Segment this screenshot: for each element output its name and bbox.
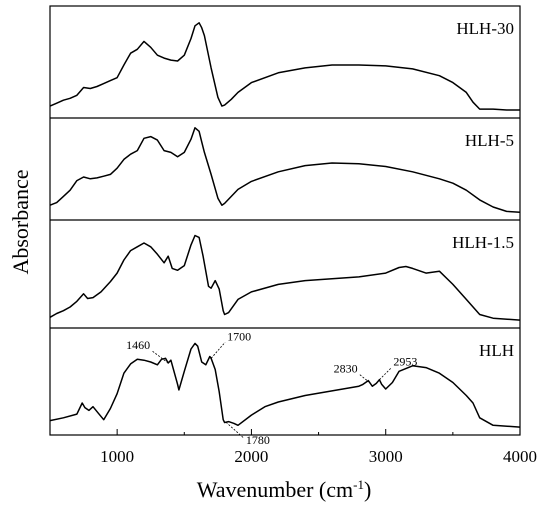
x-tick-label-4000: 4000	[503, 447, 537, 466]
series-line-HLH-1.5	[49, 234, 521, 321]
annotation-label-1780: 1780	[246, 433, 270, 447]
chart-panels: HLH-30 HLH-5 HLH-1.5 HLH	[49, 19, 521, 428]
annotation-leader-1700	[210, 342, 226, 359]
series-line-HLH-5	[49, 127, 521, 213]
x-tick-label-3000: 3000	[369, 447, 403, 466]
annotation-label-2953: 2953	[393, 355, 417, 369]
series-label-HLH: HLH	[479, 341, 514, 360]
x-axis-label: Wavenumber (cm-1)	[197, 477, 372, 502]
x-axis-label-main: Wavenumber (cm	[197, 477, 353, 502]
series-label-HLH-5: HLH-5	[465, 131, 514, 150]
annotation-label-1700: 1700	[227, 329, 251, 343]
annotation-label-2830: 2830	[334, 362, 358, 376]
annotation-leader-2830	[359, 374, 370, 383]
y-axis-label: Absorbance	[8, 169, 33, 274]
series-line-HLH-30	[49, 22, 520, 111]
chart-axes	[49, 5, 521, 436]
x-tick-label-2000: 2000	[234, 447, 268, 466]
series-label-HLH-1.5: HLH-1.5	[452, 233, 514, 252]
x-tick-label-1000: 1000	[100, 447, 134, 466]
annotation-leader-1780	[225, 421, 245, 439]
series-label-HLH-30: HLH-30	[456, 19, 514, 38]
annotation-leader-2953	[379, 367, 392, 380]
series-line-HLH	[49, 342, 521, 428]
x-axis-label-sup: -1	[353, 477, 364, 492]
x-axis-label-close: )	[364, 477, 371, 502]
x-ticks: 1000 2000 3000 4000	[100, 429, 537, 466]
peak-annotations: 1460 1700 1780 2830 2953	[126, 329, 417, 447]
annotation-label-1460: 1460	[126, 338, 150, 352]
